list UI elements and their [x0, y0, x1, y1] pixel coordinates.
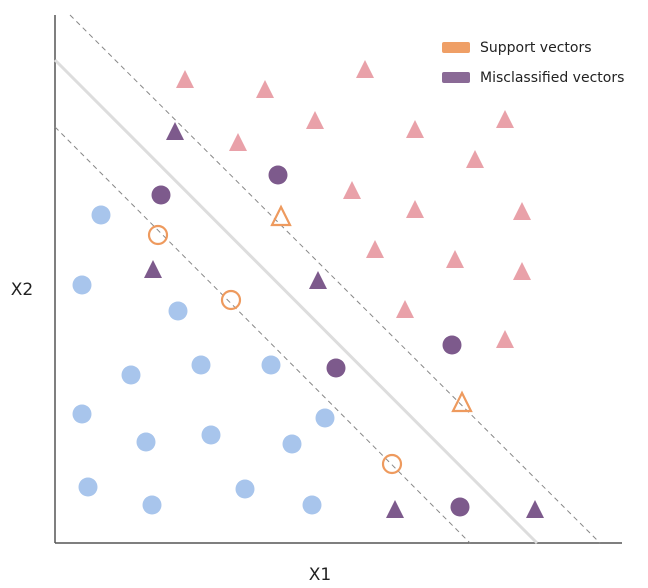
class-a-point [256, 80, 274, 98]
misclassified-point [166, 122, 184, 140]
support-vector [270, 204, 292, 227]
lower-margin [54, 126, 471, 544]
class-a-point [396, 300, 414, 318]
class-b-point [302, 495, 322, 515]
class-b-point [261, 355, 281, 375]
misclassified-point [450, 497, 470, 517]
class-a-point [496, 330, 514, 348]
class-a-point [406, 120, 424, 138]
misclassified-point [151, 185, 171, 205]
misclassified-point [386, 500, 404, 518]
y-axis-label: X2 [11, 280, 33, 300]
class-b-point [191, 355, 211, 375]
class-a-point [513, 202, 531, 220]
class-b-point [91, 205, 111, 225]
legend-swatch [442, 72, 470, 83]
support-vector [381, 453, 403, 475]
class-b-point [315, 408, 335, 428]
legend-label: Support vectors [480, 40, 592, 56]
x-axis-label: X1 [309, 565, 331, 585]
class-a-point [496, 110, 514, 128]
legend-label: Misclassified vectors [480, 70, 624, 86]
class-b-point [72, 404, 92, 424]
upper-margin [69, 14, 601, 544]
support-vector [220, 289, 242, 311]
points [72, 60, 544, 518]
class-b-point [168, 301, 188, 321]
decision-boundary [53, 58, 539, 545]
class-a-point [306, 111, 324, 129]
misclassified-point [309, 271, 327, 289]
misclassified-point [268, 165, 288, 185]
class-a-point [446, 250, 464, 268]
class-b-point [201, 425, 221, 445]
class-a-point [513, 262, 531, 280]
class-b-point [282, 434, 302, 454]
support-vector [147, 224, 169, 246]
misclassified-point [442, 335, 462, 355]
class-b-point [78, 477, 98, 497]
legend-swatch [442, 42, 470, 53]
class-b-point [136, 432, 156, 452]
misclassified-point [526, 500, 544, 518]
class-a-point [229, 133, 247, 151]
class-a-point [176, 70, 194, 88]
class-b-point [121, 365, 141, 385]
class-b-point [142, 495, 162, 515]
misclassified-point [144, 260, 162, 278]
class-b-point [235, 479, 255, 499]
misclassified-point [326, 358, 346, 378]
class-a-point [466, 150, 484, 168]
class-b-point [72, 275, 92, 295]
support-vector [451, 390, 473, 413]
class-a-point [366, 240, 384, 258]
class-a-point [343, 181, 361, 199]
class-a-point [406, 200, 424, 218]
class-a-point [356, 60, 374, 78]
